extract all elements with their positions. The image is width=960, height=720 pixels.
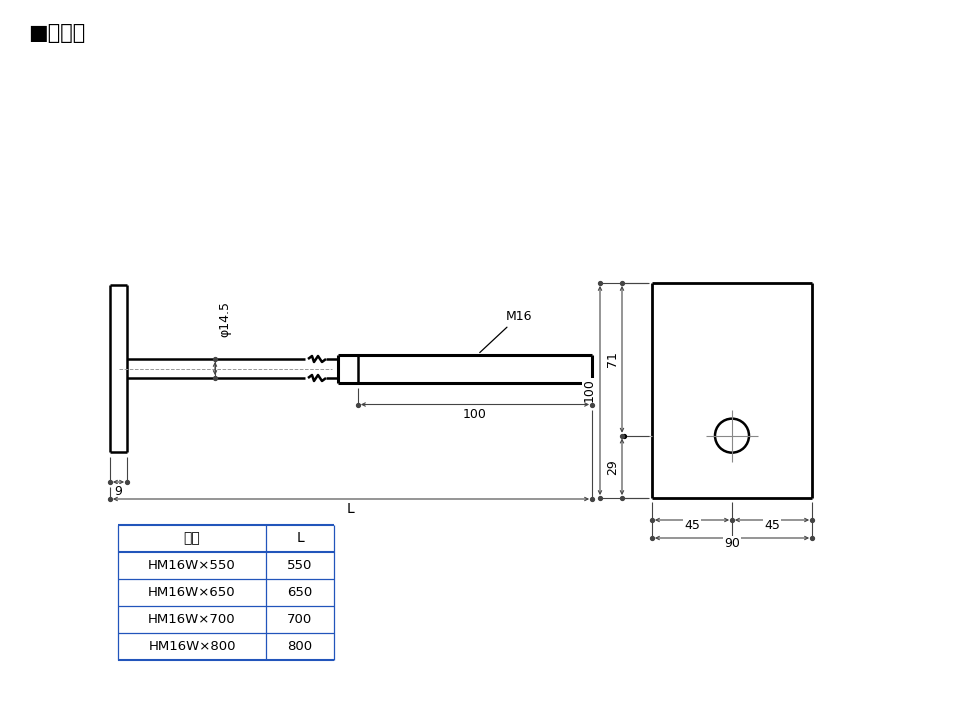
Text: 650: 650 (287, 586, 313, 599)
Text: 700: 700 (287, 613, 313, 626)
Text: 71: 71 (606, 351, 619, 367)
Text: 100: 100 (463, 408, 487, 420)
Text: 800: 800 (287, 640, 313, 653)
Text: 45: 45 (764, 519, 780, 532)
Text: 100: 100 (583, 379, 596, 402)
Text: HM16W×550: HM16W×550 (148, 559, 236, 572)
Text: HM16W×800: HM16W×800 (148, 640, 236, 653)
Text: 型番: 型番 (183, 531, 201, 546)
Text: L: L (348, 502, 355, 516)
Text: 550: 550 (287, 559, 313, 572)
Text: L: L (296, 531, 304, 546)
Text: 29: 29 (606, 459, 619, 474)
Text: ■仕様図: ■仕様図 (28, 23, 85, 43)
Text: HM16W×650: HM16W×650 (148, 586, 236, 599)
Text: M16: M16 (480, 310, 532, 353)
Text: 9: 9 (114, 485, 123, 498)
Text: 90: 90 (724, 537, 740, 550)
Text: φ14.5: φ14.5 (218, 301, 231, 337)
Text: 45: 45 (684, 519, 700, 532)
Text: HM16W×700: HM16W×700 (148, 613, 236, 626)
